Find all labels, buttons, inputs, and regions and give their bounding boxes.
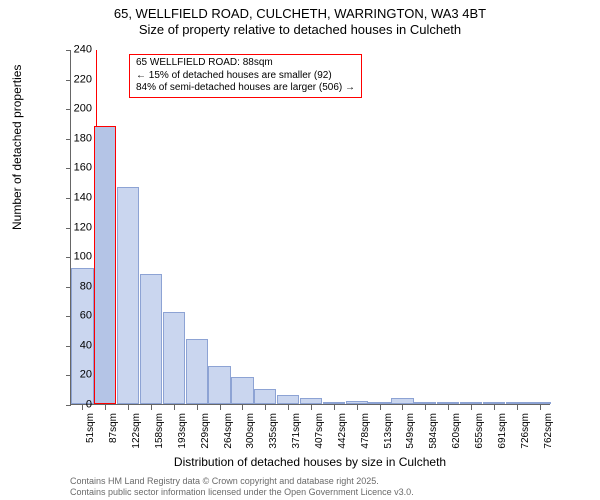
attribution-line-2: Contains public sector information licen… [70, 487, 414, 498]
histogram-bar [483, 402, 505, 404]
y-tick-label: 120 [52, 222, 92, 233]
x-tick-mark [402, 405, 403, 410]
attribution-text: Contains HM Land Registry data © Crown c… [70, 476, 414, 498]
y-tick-label: 80 [52, 281, 92, 292]
chart-title: 65, WELLFIELD ROAD, CULCHETH, WARRINGTON… [0, 0, 600, 39]
x-tick-mark [425, 405, 426, 410]
histogram-bar [323, 402, 345, 404]
y-tick-label: 240 [52, 45, 92, 56]
x-tick-mark [357, 405, 358, 410]
histogram-bar [231, 377, 253, 404]
histogram-bar [277, 395, 299, 404]
x-tick-mark [471, 405, 472, 410]
x-tick-mark [174, 405, 175, 410]
x-tick-mark [288, 405, 289, 410]
x-tick-mark [105, 405, 106, 410]
y-tick-label: 40 [52, 340, 92, 351]
chart-area: 65 WELLFIELD ROAD: 88sqm ← 15% of detach… [70, 50, 580, 425]
y-tick-label: 140 [52, 192, 92, 203]
histogram-bar [346, 401, 368, 404]
annotation-box: 65 WELLFIELD ROAD: 88sqm ← 15% of detach… [129, 54, 362, 98]
y-tick-label: 20 [52, 370, 92, 381]
y-tick-label: 220 [52, 74, 92, 85]
x-tick-mark [151, 405, 152, 410]
x-tick-mark [311, 405, 312, 410]
x-tick-mark [494, 405, 495, 410]
y-tick-label: 100 [52, 252, 92, 263]
attribution-line-1: Contains HM Land Registry data © Crown c… [70, 476, 414, 487]
x-tick-mark [197, 405, 198, 410]
y-tick-label: 180 [52, 133, 92, 144]
x-tick-mark [265, 405, 266, 410]
x-tick-mark [540, 405, 541, 410]
histogram-bar [368, 402, 390, 404]
histogram-bar [414, 402, 436, 404]
histogram-bar [391, 398, 413, 404]
x-tick-mark [517, 405, 518, 410]
histogram-bar [186, 339, 208, 404]
x-tick-mark [334, 405, 335, 410]
x-axis-label: Distribution of detached houses by size … [70, 455, 550, 469]
histogram-bar [437, 402, 459, 404]
histogram-bar [300, 398, 322, 404]
y-tick-label: 60 [52, 311, 92, 322]
y-tick-label: 0 [52, 400, 92, 411]
title-line-1: 65, WELLFIELD ROAD, CULCHETH, WARRINGTON… [0, 6, 600, 22]
x-tick-mark [220, 405, 221, 410]
histogram-bar [140, 274, 162, 404]
histogram-bar [254, 389, 276, 404]
x-tick-mark [128, 405, 129, 410]
title-line-2: Size of property relative to detached ho… [0, 22, 600, 38]
x-tick-mark [242, 405, 243, 410]
y-tick-label: 160 [52, 163, 92, 174]
histogram-bar [94, 126, 116, 404]
histogram-bar [117, 187, 139, 404]
histogram-bar [460, 402, 482, 404]
annotation-line-1: 65 WELLFIELD ROAD: 88sqm [136, 57, 355, 70]
annotation-line-2: ← 15% of detached houses are smaller (92… [136, 70, 355, 83]
x-tick-mark [448, 405, 449, 410]
plot-area: 65 WELLFIELD ROAD: 88sqm ← 15% of detach… [70, 50, 550, 405]
histogram-bar [528, 402, 550, 404]
x-tick-mark [380, 405, 381, 410]
histogram-bar [208, 366, 230, 404]
histogram-bar [163, 312, 185, 404]
y-tick-label: 200 [52, 104, 92, 115]
histogram-bar [506, 402, 528, 404]
y-axis-label: Number of detached properties [10, 65, 24, 230]
annotation-line-3: 84% of semi-detached houses are larger (… [136, 82, 355, 95]
